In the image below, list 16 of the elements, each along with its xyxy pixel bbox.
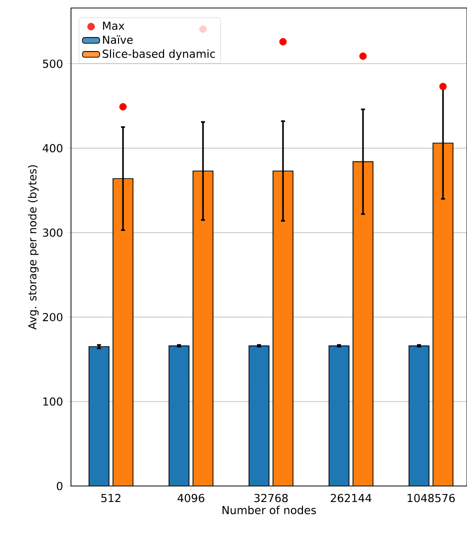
x-tick-label: 262144 bbox=[330, 494, 372, 502]
y-tick-label: 200 bbox=[42, 312, 62, 322]
y-tick-label: 500 bbox=[42, 60, 62, 68]
y-tick-label: 400 bbox=[42, 144, 62, 152]
y-axis-title: Avg. storage per node (bytes) bbox=[28, 165, 39, 330]
y-tick-label: 100 bbox=[43, 397, 62, 406]
legend-label: Max bbox=[103, 22, 124, 30]
x-tick-label: 32768 bbox=[254, 494, 288, 502]
legend-label: Slice-based dynamic bbox=[102, 49, 215, 60]
x-tick-label: 512 bbox=[101, 494, 120, 502]
legend-label: Naïve bbox=[103, 35, 133, 44]
y-tick-label: 300 bbox=[42, 228, 62, 237]
x-tick-label: 4096 bbox=[178, 494, 204, 502]
y-tick-label: 0 bbox=[56, 482, 62, 490]
x-axis-title: Number of nodes bbox=[222, 506, 316, 514]
x-tick-label: 1048576 bbox=[408, 494, 455, 502]
